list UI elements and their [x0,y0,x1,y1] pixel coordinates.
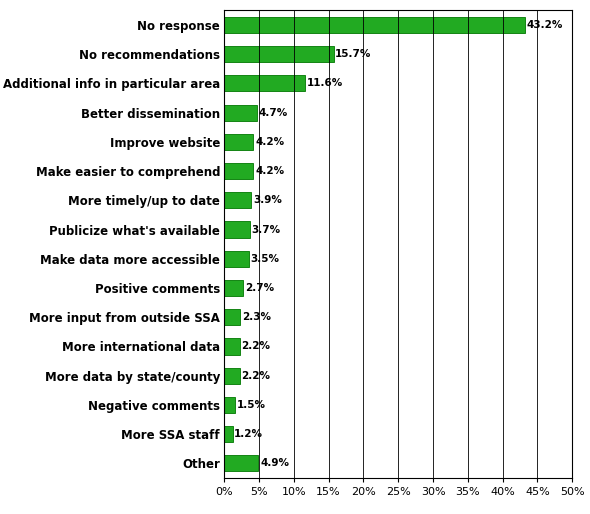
Text: 11.6%: 11.6% [307,78,343,88]
Bar [224,309,240,325]
Bar [224,397,235,413]
Text: 2.3%: 2.3% [242,312,271,322]
Bar [224,76,305,91]
Text: 1.2%: 1.2% [234,429,263,439]
Text: 1.5%: 1.5% [237,400,266,410]
Bar [224,17,525,33]
Text: 4.2%: 4.2% [255,166,284,176]
Text: 43.2%: 43.2% [527,20,563,30]
Bar [224,134,254,150]
Bar [224,192,251,208]
Bar [224,46,333,62]
Bar [224,426,232,442]
Text: 2.2%: 2.2% [241,371,270,381]
Text: 15.7%: 15.7% [335,49,372,59]
Bar [224,338,240,355]
Bar [224,104,257,121]
Text: 4.2%: 4.2% [255,137,284,147]
Bar [224,280,243,296]
Text: 4.7%: 4.7% [258,107,288,118]
Text: 2.7%: 2.7% [245,283,274,293]
Text: 3.7%: 3.7% [252,225,281,234]
Bar [224,455,258,471]
Text: 3.9%: 3.9% [253,195,282,205]
Bar [224,368,240,384]
Bar [224,163,254,179]
Bar [224,222,250,237]
Text: 4.9%: 4.9% [260,458,289,468]
Text: 3.5%: 3.5% [250,254,279,264]
Bar [224,251,248,267]
Text: 2.2%: 2.2% [241,341,270,352]
